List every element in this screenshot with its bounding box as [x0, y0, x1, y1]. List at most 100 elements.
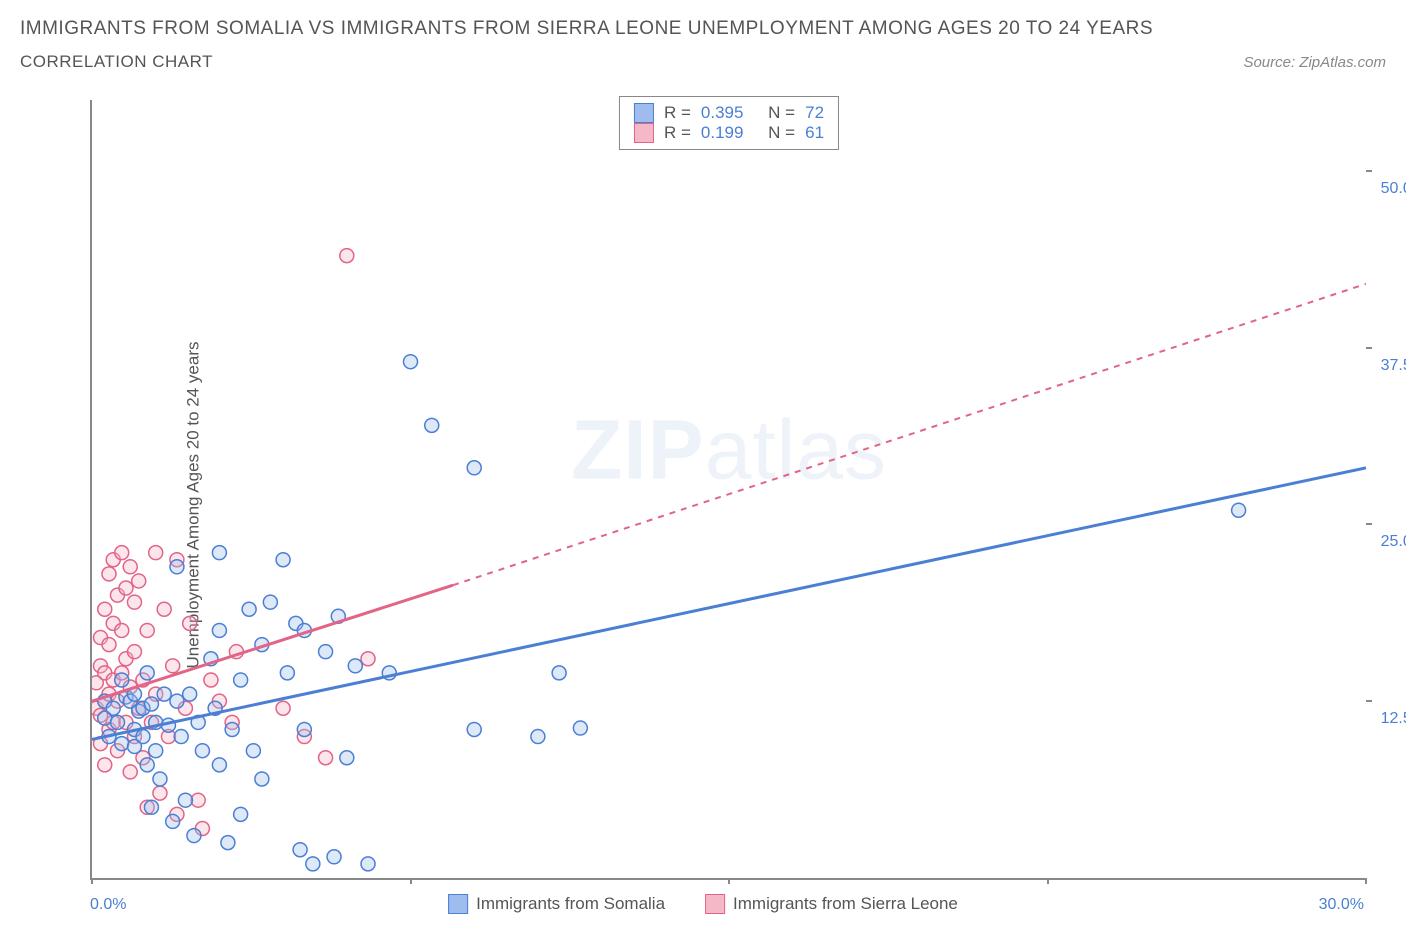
point-somalia [178, 793, 192, 807]
point-sierra-leone [361, 652, 375, 666]
point-sierra-leone [157, 602, 171, 616]
correlation-legend: R = 0.395 N = 72 R = 0.199 N = 61 [619, 96, 839, 150]
n-value: 61 [805, 123, 824, 143]
point-somalia [166, 814, 180, 828]
n-value: 72 [805, 103, 824, 123]
point-somalia [110, 715, 124, 729]
point-somalia [170, 560, 184, 574]
source-attribution: Source: ZipAtlas.com [1243, 54, 1386, 71]
point-sierra-leone [132, 574, 146, 588]
point-somalia [115, 737, 129, 751]
point-somalia [234, 673, 248, 687]
x-tick-label: 0.0% [90, 896, 126, 914]
point-somalia [136, 730, 150, 744]
r-value: 0.395 [701, 103, 744, 123]
point-sierra-leone [153, 786, 167, 800]
point-somalia [348, 659, 362, 673]
point-somalia [106, 701, 120, 715]
y-tick-label: 25.0% [1381, 533, 1406, 551]
point-somalia [221, 836, 235, 850]
legend-label: Immigrants from Somalia [476, 894, 665, 914]
point-somalia [293, 843, 307, 857]
y-tick-mark [1366, 347, 1372, 349]
legend-label: Immigrants from Sierra Leone [733, 894, 958, 914]
point-somalia [319, 645, 333, 659]
point-somalia [170, 694, 184, 708]
point-somalia [263, 595, 277, 609]
svg-layer [92, 100, 1366, 878]
regression-line-somalia [92, 468, 1366, 740]
legend-row-somalia: R = 0.395 N = 72 [634, 103, 824, 123]
chart-area: Unemployment Among Ages 20 to 24 years Z… [20, 90, 1386, 920]
point-somalia [212, 623, 226, 637]
r-label: R = [664, 103, 691, 123]
point-sierra-leone [115, 546, 129, 560]
swatch-blue [448, 894, 468, 914]
n-label: N = [768, 103, 795, 123]
swatch-pink [705, 894, 725, 914]
chart-title: IMMIGRANTS FROM SOMALIA VS IMMIGRANTS FR… [20, 18, 1386, 40]
point-somalia [212, 758, 226, 772]
regression-line-sierra-leone-extrapolated [453, 284, 1366, 585]
r-label: R = [664, 123, 691, 143]
y-tick-mark [1366, 523, 1372, 525]
point-somalia [242, 602, 256, 616]
point-sierra-leone [102, 638, 116, 652]
point-somalia [297, 722, 311, 736]
point-somalia [144, 697, 158, 711]
point-sierra-leone [191, 793, 205, 807]
point-sierra-leone [340, 249, 354, 263]
point-sierra-leone [123, 560, 137, 574]
point-somalia [144, 800, 158, 814]
point-somalia [404, 355, 418, 369]
point-somalia [149, 744, 163, 758]
point-somalia [361, 857, 375, 871]
point-somalia [276, 553, 290, 567]
swatch-blue [634, 103, 654, 123]
point-somalia [187, 829, 201, 843]
chart-subtitle: CORRELATION CHART [20, 52, 213, 72]
x-tick-mark [728, 878, 730, 884]
point-somalia [573, 721, 587, 735]
point-somalia [174, 730, 188, 744]
point-somalia [140, 758, 154, 772]
r-value: 0.199 [701, 123, 744, 143]
point-somalia [183, 687, 197, 701]
point-somalia [115, 673, 129, 687]
y-tick-mark [1366, 700, 1372, 702]
point-sierra-leone [276, 701, 290, 715]
legend-item-somalia: Immigrants from Somalia [448, 894, 665, 914]
x-tick-label: 30.0% [1319, 896, 1364, 914]
point-somalia [234, 807, 248, 821]
point-sierra-leone [166, 659, 180, 673]
point-somalia [140, 666, 154, 680]
point-sierra-leone [123, 765, 137, 779]
legend-row-sierra-leone: R = 0.199 N = 61 [634, 123, 824, 143]
point-sierra-leone [119, 581, 133, 595]
point-somalia [280, 666, 294, 680]
y-tick-label: 12.5% [1381, 710, 1406, 728]
point-somalia [531, 730, 545, 744]
point-sierra-leone [115, 623, 129, 637]
chart-header: IMMIGRANTS FROM SOMALIA VS IMMIGRANTS FR… [0, 0, 1406, 80]
point-sierra-leone [102, 567, 116, 581]
point-somalia [157, 687, 171, 701]
point-somalia [552, 666, 566, 680]
n-label: N = [768, 123, 795, 143]
x-tick-mark [410, 878, 412, 884]
point-sierra-leone [98, 758, 112, 772]
point-sierra-leone [183, 616, 197, 630]
point-sierra-leone [98, 602, 112, 616]
point-sierra-leone [127, 595, 141, 609]
point-sierra-leone [149, 546, 163, 560]
y-tick-mark [1366, 170, 1372, 172]
y-tick-label: 37.5% [1381, 357, 1406, 375]
point-somalia [327, 850, 341, 864]
point-somalia [340, 751, 354, 765]
point-somalia [1232, 503, 1246, 517]
point-somalia [255, 772, 269, 786]
x-tick-mark [91, 878, 93, 884]
plot-region: ZIPatlas R = 0.395 N = 72 R = 0.199 N = … [90, 100, 1366, 880]
swatch-pink [634, 123, 654, 143]
series-legend: Immigrants from Somalia Immigrants from … [448, 894, 958, 914]
